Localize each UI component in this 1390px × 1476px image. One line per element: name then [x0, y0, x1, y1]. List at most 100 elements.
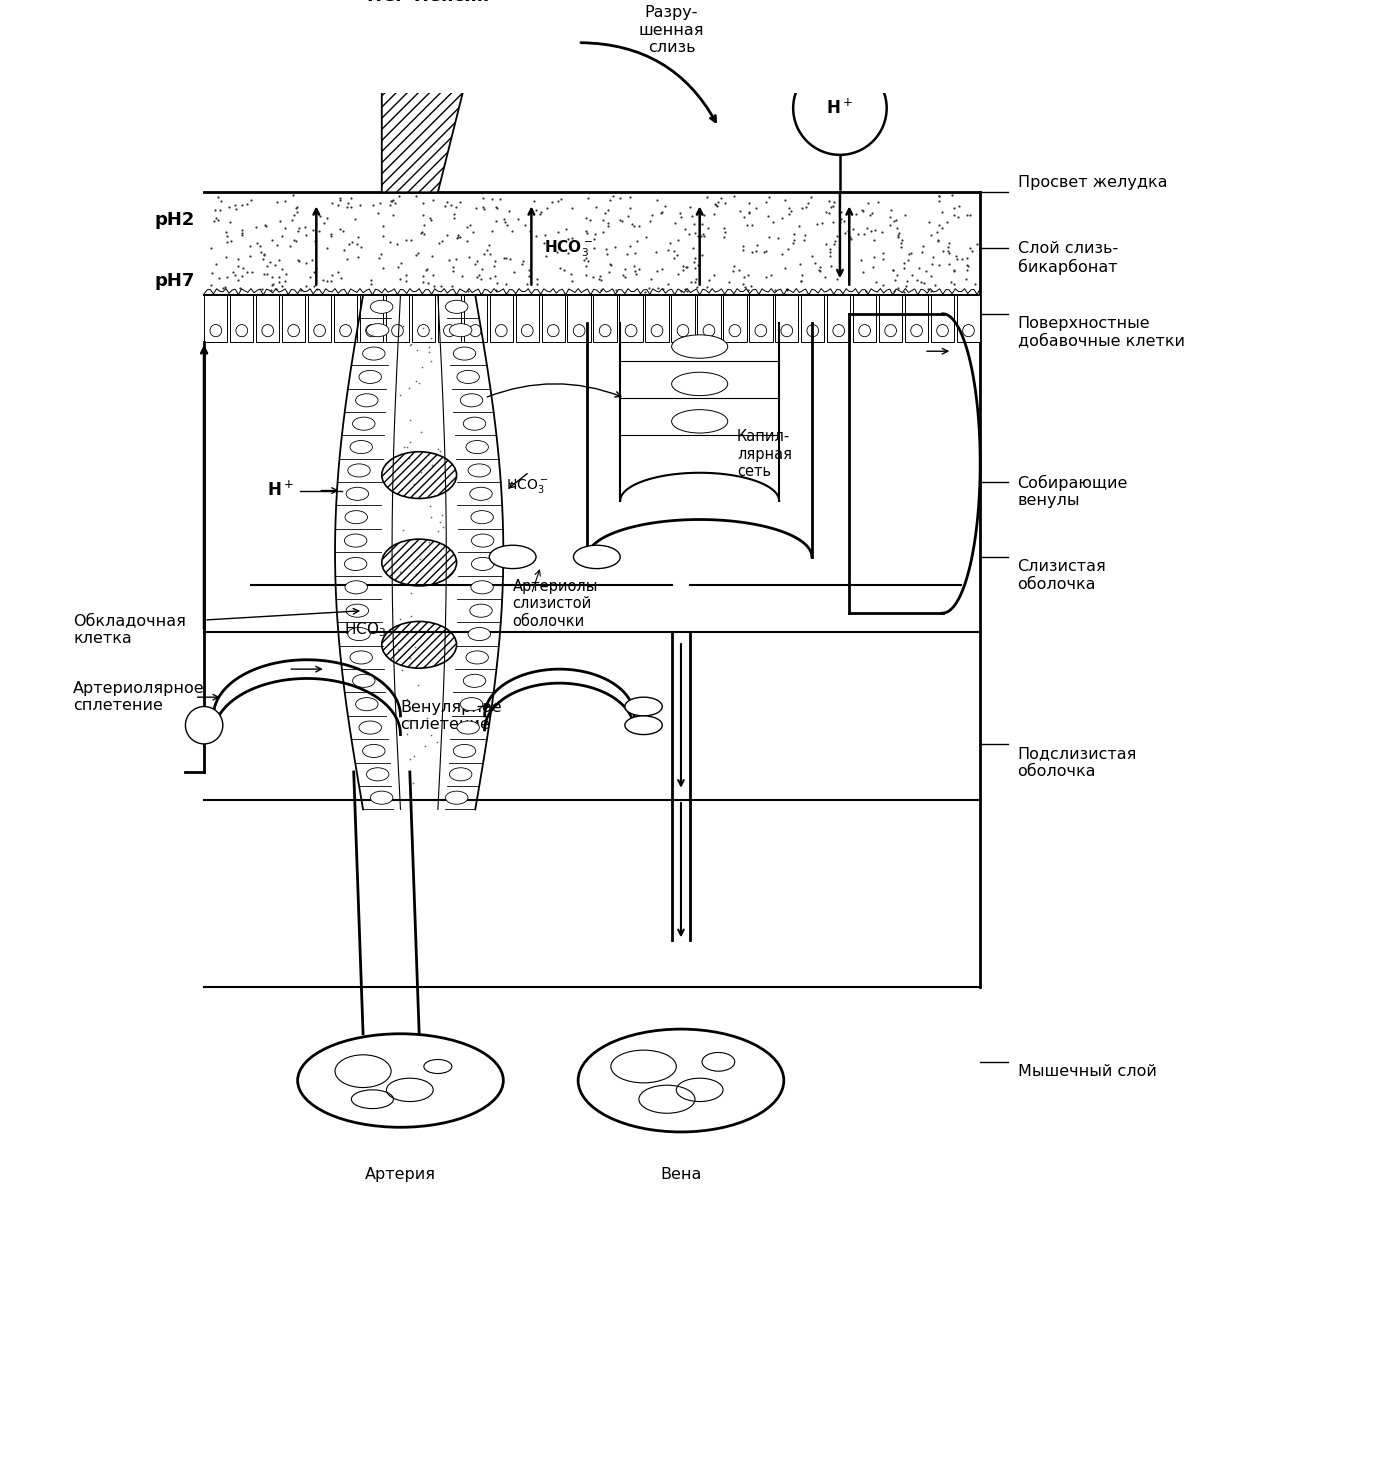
Point — [766, 226, 788, 249]
Point — [281, 208, 303, 232]
Point — [926, 220, 948, 244]
Point — [708, 190, 730, 214]
Point — [808, 258, 830, 282]
Point — [471, 195, 493, 218]
Point — [596, 211, 619, 235]
Point — [956, 246, 979, 270]
Point — [304, 229, 327, 252]
Point — [931, 201, 954, 224]
Point — [291, 279, 313, 303]
Point — [320, 224, 342, 248]
Point — [413, 654, 435, 677]
Point — [360, 269, 382, 292]
Point — [575, 218, 598, 242]
Point — [253, 242, 275, 266]
Point — [275, 263, 297, 286]
Point — [691, 244, 713, 267]
Point — [416, 258, 438, 282]
Point — [317, 207, 339, 230]
Point — [917, 211, 940, 235]
Point — [239, 244, 261, 267]
Point — [406, 241, 428, 264]
Point — [430, 440, 452, 463]
Point — [617, 204, 639, 227]
Point — [498, 199, 520, 223]
Point — [600, 254, 623, 277]
Point — [684, 246, 706, 270]
Point — [826, 224, 848, 248]
Point — [288, 215, 310, 239]
Point — [858, 192, 880, 215]
Bar — [776, 295, 798, 342]
Text: Вена: Вена — [660, 1166, 702, 1181]
Point — [691, 211, 713, 235]
Point — [442, 202, 464, 226]
Ellipse shape — [345, 580, 367, 593]
Point — [883, 279, 905, 303]
Point — [806, 213, 828, 236]
Point — [525, 272, 548, 295]
Point — [682, 236, 705, 260]
Point — [254, 214, 277, 238]
Point — [386, 255, 409, 279]
Text: pH2: pH2 — [154, 211, 195, 229]
Point — [891, 227, 913, 251]
Point — [646, 189, 669, 213]
Point — [350, 236, 373, 260]
Point — [413, 264, 435, 288]
Point — [268, 270, 291, 294]
Point — [682, 213, 705, 236]
Point — [208, 198, 231, 221]
Point — [284, 204, 306, 227]
Point — [420, 350, 442, 373]
Point — [657, 272, 680, 295]
Point — [687, 254, 709, 277]
Ellipse shape — [466, 651, 488, 664]
Point — [214, 245, 236, 269]
Point — [670, 205, 692, 229]
Point — [474, 242, 496, 266]
Point — [456, 215, 478, 239]
Point — [320, 270, 342, 294]
Ellipse shape — [339, 325, 352, 337]
Point — [218, 195, 240, 218]
Point — [845, 202, 867, 226]
Point — [235, 192, 257, 215]
Point — [398, 376, 420, 400]
Point — [411, 356, 434, 379]
Bar — [567, 295, 591, 342]
Point — [676, 255, 698, 279]
Point — [778, 202, 801, 226]
Point — [431, 503, 453, 527]
Bar — [386, 295, 409, 342]
Point — [225, 198, 247, 221]
Point — [361, 193, 384, 217]
Point — [714, 192, 737, 215]
Ellipse shape — [471, 558, 493, 571]
Point — [733, 235, 755, 258]
Point — [788, 214, 810, 238]
Ellipse shape — [453, 347, 475, 360]
Point — [783, 229, 805, 252]
Point — [546, 241, 569, 264]
Point — [809, 255, 831, 279]
Ellipse shape — [489, 545, 537, 568]
Text: Артерия: Артерия — [366, 1166, 436, 1181]
Point — [240, 189, 263, 213]
Point — [371, 224, 393, 248]
Point — [496, 213, 518, 236]
Point — [830, 207, 852, 230]
Point — [783, 223, 805, 246]
Point — [382, 204, 404, 227]
Ellipse shape — [345, 534, 367, 548]
Point — [210, 189, 232, 213]
Point — [614, 257, 637, 280]
Ellipse shape — [345, 511, 367, 524]
Point — [574, 254, 596, 277]
Point — [438, 248, 460, 272]
Point — [860, 218, 883, 242]
Point — [303, 260, 325, 283]
Point — [852, 199, 874, 223]
Point — [758, 224, 780, 248]
Point — [407, 673, 430, 697]
